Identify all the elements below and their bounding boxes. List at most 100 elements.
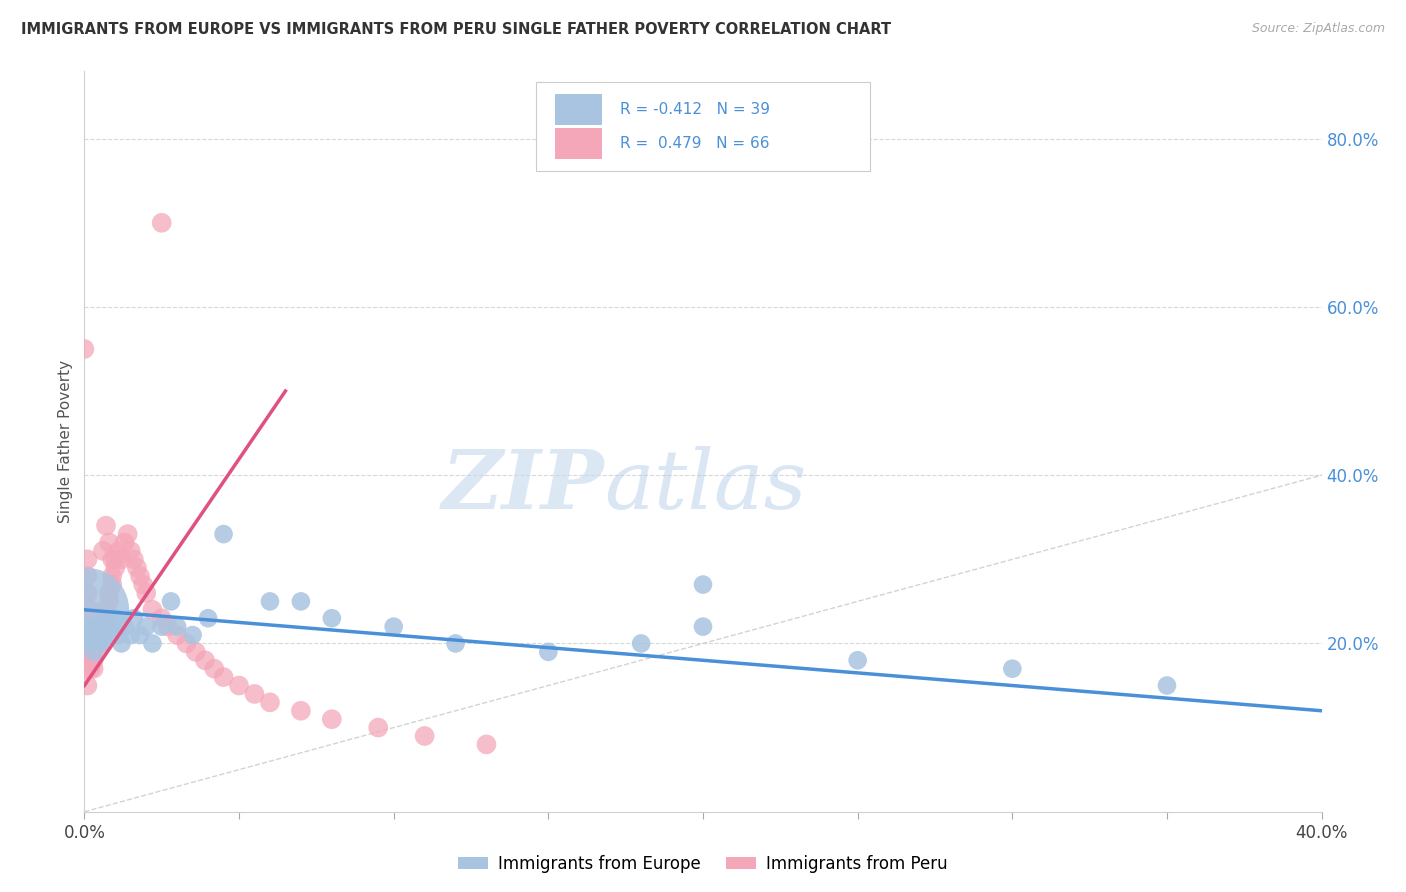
- Point: [83, 645, 105, 659]
- Point: [76, 552, 98, 566]
- Point: [101, 619, 124, 633]
- Text: R = -0.412   N = 39: R = -0.412 N = 39: [620, 102, 770, 117]
- Point: [630, 636, 652, 650]
- Point: [125, 560, 148, 574]
- Point: [86, 628, 108, 642]
- Point: [98, 628, 121, 642]
- Point: [76, 586, 98, 600]
- Point: [101, 552, 124, 566]
- Point: [101, 569, 124, 583]
- Point: [537, 645, 560, 659]
- Point: [160, 594, 183, 608]
- Point: [150, 216, 173, 230]
- Point: [98, 586, 121, 600]
- Point: [91, 611, 114, 625]
- Point: [89, 619, 111, 633]
- Point: [321, 712, 343, 726]
- Point: [86, 628, 108, 642]
- Point: [129, 569, 152, 583]
- Text: ZIP: ZIP: [441, 446, 605, 526]
- Point: [104, 611, 127, 625]
- Point: [120, 544, 142, 558]
- Point: [91, 544, 114, 558]
- Point: [89, 628, 111, 642]
- Text: atlas: atlas: [605, 446, 807, 526]
- Point: [120, 628, 142, 642]
- Point: [89, 636, 111, 650]
- Point: [444, 636, 467, 650]
- Point: [94, 611, 117, 625]
- Point: [101, 577, 124, 591]
- Y-axis label: Single Father Poverty: Single Father Poverty: [58, 360, 73, 523]
- Point: [122, 552, 145, 566]
- Point: [692, 619, 714, 633]
- Point: [194, 653, 217, 667]
- Point: [107, 628, 129, 642]
- Text: R =  0.479   N = 66: R = 0.479 N = 66: [620, 136, 769, 151]
- Point: [86, 636, 108, 650]
- Point: [122, 611, 145, 625]
- Point: [79, 636, 101, 650]
- Point: [79, 628, 101, 642]
- Point: [692, 577, 714, 591]
- Point: [76, 569, 98, 583]
- Point: [290, 704, 312, 718]
- Point: [98, 535, 121, 549]
- Point: [197, 611, 219, 625]
- Point: [94, 611, 117, 625]
- Point: [141, 636, 163, 650]
- Point: [94, 518, 117, 533]
- Point: [382, 619, 405, 633]
- Legend: Immigrants from Europe, Immigrants from Peru: Immigrants from Europe, Immigrants from …: [451, 848, 955, 880]
- Point: [79, 653, 101, 667]
- Point: [91, 619, 114, 633]
- Point: [117, 527, 139, 541]
- Point: [228, 679, 250, 693]
- Text: Source: ZipAtlas.com: Source: ZipAtlas.com: [1251, 22, 1385, 36]
- Point: [83, 619, 105, 633]
- Point: [202, 662, 225, 676]
- Point: [79, 645, 101, 659]
- Point: [321, 611, 343, 625]
- Point: [104, 560, 127, 574]
- Point: [94, 619, 117, 633]
- Point: [166, 628, 188, 642]
- Point: [79, 662, 101, 676]
- Point: [475, 738, 498, 752]
- Point: [114, 619, 136, 633]
- Point: [83, 662, 105, 676]
- Point: [259, 695, 281, 709]
- Point: [132, 577, 155, 591]
- FancyBboxPatch shape: [536, 82, 870, 171]
- Point: [141, 603, 163, 617]
- Point: [114, 535, 136, 549]
- Point: [150, 619, 173, 633]
- Point: [76, 679, 98, 693]
- Point: [150, 611, 173, 625]
- Point: [73, 342, 96, 356]
- Point: [212, 670, 235, 684]
- Point: [76, 619, 98, 633]
- Point: [367, 721, 389, 735]
- Point: [135, 619, 157, 633]
- Point: [83, 636, 105, 650]
- Point: [129, 628, 152, 642]
- Point: [413, 729, 436, 743]
- Point: [166, 619, 188, 633]
- Point: [110, 636, 132, 650]
- Point: [83, 619, 105, 633]
- Text: IMMIGRANTS FROM EUROPE VS IMMIGRANTS FROM PERU SINGLE FATHER POVERTY CORRELATION: IMMIGRANTS FROM EUROPE VS IMMIGRANTS FRO…: [21, 22, 891, 37]
- Point: [184, 645, 207, 659]
- Point: [290, 594, 312, 608]
- Point: [176, 636, 198, 650]
- Point: [212, 527, 235, 541]
- Point: [91, 619, 114, 633]
- FancyBboxPatch shape: [554, 94, 602, 125]
- Point: [76, 603, 98, 617]
- Point: [181, 628, 204, 642]
- Point: [76, 645, 98, 659]
- Point: [79, 603, 101, 617]
- Point: [110, 552, 132, 566]
- Point: [83, 645, 105, 659]
- Point: [89, 636, 111, 650]
